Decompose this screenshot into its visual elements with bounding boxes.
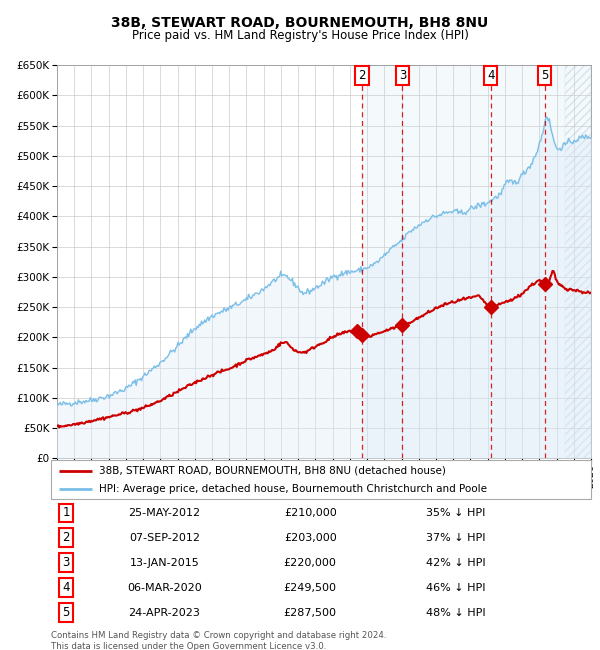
- Text: 2: 2: [62, 532, 70, 545]
- Text: 42% ↓ HPI: 42% ↓ HPI: [426, 558, 486, 568]
- Text: 4: 4: [62, 581, 70, 594]
- Text: 38B, STEWART ROAD, BOURNEMOUTH, BH8 8NU (detached house): 38B, STEWART ROAD, BOURNEMOUTH, BH8 8NU …: [98, 466, 445, 476]
- Text: Contains HM Land Registry data © Crown copyright and database right 2024.
This d: Contains HM Land Registry data © Crown c…: [51, 630, 386, 650]
- Text: Price paid vs. HM Land Registry's House Price Index (HPI): Price paid vs. HM Land Registry's House …: [131, 29, 469, 42]
- Text: £287,500: £287,500: [284, 608, 337, 617]
- Text: £210,000: £210,000: [284, 508, 337, 518]
- Text: 37% ↓ HPI: 37% ↓ HPI: [426, 533, 486, 543]
- Text: £249,500: £249,500: [284, 583, 337, 593]
- Text: 25-MAY-2012: 25-MAY-2012: [128, 508, 200, 518]
- Text: 4: 4: [487, 69, 494, 82]
- Text: 48% ↓ HPI: 48% ↓ HPI: [426, 608, 486, 617]
- Text: 46% ↓ HPI: 46% ↓ HPI: [426, 583, 486, 593]
- Text: 07-SEP-2012: 07-SEP-2012: [129, 533, 200, 543]
- Text: 1: 1: [62, 506, 70, 519]
- Text: 2: 2: [358, 69, 365, 82]
- Text: 06-MAR-2020: 06-MAR-2020: [127, 583, 202, 593]
- Text: 13-JAN-2015: 13-JAN-2015: [130, 558, 199, 568]
- Text: 3: 3: [62, 556, 70, 569]
- Text: 5: 5: [541, 69, 548, 82]
- Text: 38B, STEWART ROAD, BOURNEMOUTH, BH8 8NU: 38B, STEWART ROAD, BOURNEMOUTH, BH8 8NU: [112, 16, 488, 31]
- Text: 3: 3: [398, 69, 406, 82]
- Bar: [362, 65, 591, 458]
- Text: 5: 5: [62, 606, 70, 619]
- FancyBboxPatch shape: [51, 460, 591, 499]
- Text: HPI: Average price, detached house, Bournemouth Christchurch and Poole: HPI: Average price, detached house, Bour…: [98, 484, 487, 493]
- Text: 24-APR-2023: 24-APR-2023: [128, 608, 200, 617]
- Text: £220,000: £220,000: [284, 558, 337, 568]
- Text: £203,000: £203,000: [284, 533, 337, 543]
- Text: 35% ↓ HPI: 35% ↓ HPI: [427, 508, 485, 518]
